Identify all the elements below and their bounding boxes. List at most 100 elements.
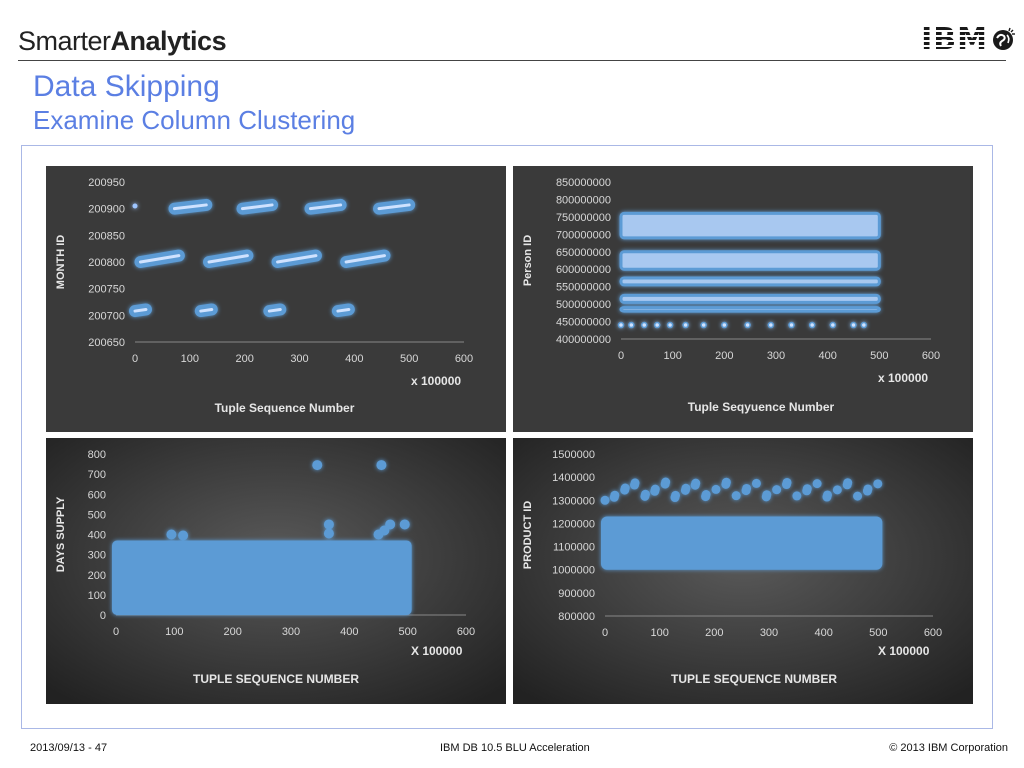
data-point	[323, 528, 334, 539]
data-point	[862, 486, 872, 496]
data-point	[802, 486, 812, 496]
x-unit-label: x 100000	[878, 371, 928, 385]
data-point	[761, 492, 771, 502]
y-tick-label: 600	[88, 489, 106, 501]
y-axis-label: DAYS SUPPLY	[55, 496, 67, 572]
data-point	[842, 480, 852, 490]
x-tick-label: 300	[767, 350, 785, 362]
x-axis-label: Tuple Seqyuence Number	[688, 400, 835, 414]
data-point	[666, 321, 674, 329]
data-band	[619, 306, 881, 313]
x-tick-label: 0	[113, 626, 119, 638]
data-point	[829, 321, 837, 329]
x-tick-label: 0	[602, 627, 608, 639]
y-tick-label: 700	[88, 469, 106, 481]
data-point	[690, 480, 700, 490]
data-cluster-core	[377, 203, 411, 211]
y-tick-label: 1500000	[552, 449, 595, 461]
y-tick-label: 400000000	[556, 334, 611, 346]
y-tick-label: 1100000	[553, 542, 595, 554]
y-tick-label: 750000000	[556, 212, 611, 224]
data-cluster-core	[267, 307, 282, 313]
data-point	[700, 321, 707, 329]
y-tick-label: 300	[88, 550, 106, 562]
y-tick-label: 550000000	[556, 282, 611, 294]
x-tick-label: 0	[132, 353, 138, 365]
x-tick-label: 600	[924, 627, 942, 639]
y-tick-label: 900000	[558, 588, 595, 600]
data-point	[860, 321, 868, 329]
y-tick-label: 200800	[88, 257, 125, 269]
data-point	[660, 479, 670, 489]
footer-copyright: © 2013 IBM Corporation	[889, 742, 1008, 754]
x-tick-label: 100	[663, 350, 681, 362]
x-tick-label: 300	[760, 627, 778, 639]
data-band	[619, 276, 881, 287]
data-point	[680, 485, 690, 495]
data-point	[832, 485, 842, 495]
data-point	[376, 460, 387, 471]
x-tick-label: 0	[618, 350, 624, 362]
chart-days-supply: 0 100 200 300 400 500 600 700 800 0 100 200 300 400 50…	[46, 438, 506, 704]
y-tick-label: 1200000	[552, 518, 595, 530]
x-tick-label: 100	[650, 627, 668, 639]
data-point	[609, 492, 619, 502]
footer-date: 2013/09/13 - 47	[30, 742, 108, 754]
data-cluster-core	[199, 307, 214, 313]
data-point	[873, 479, 883, 489]
data-point	[701, 492, 711, 502]
data-point	[641, 321, 648, 329]
brand-light: Smarter	[18, 26, 111, 56]
y-tick-label: 450000000	[556, 317, 611, 329]
data-points	[617, 211, 881, 329]
data-point	[812, 479, 822, 489]
y-tick-label: 500	[88, 509, 106, 521]
x-tick-label: 400	[818, 350, 836, 362]
x-axis-label: Tuple Sequence Number	[215, 401, 355, 415]
charts-frame	[21, 145, 993, 729]
x-tick-label: 600	[455, 353, 473, 365]
data-point	[323, 519, 334, 530]
y-tick-label: 700000000	[556, 229, 611, 241]
data-point	[640, 491, 650, 501]
data-point	[751, 478, 761, 488]
footer-title: IBM DB 10.5 BLU Acceleration	[440, 742, 590, 754]
y-tick-label: 200950	[88, 177, 125, 189]
x-tick-label: 600	[922, 350, 940, 362]
data-cluster-core	[240, 203, 274, 211]
data-point	[788, 321, 795, 329]
data-point	[741, 486, 751, 496]
data-point	[721, 321, 728, 329]
data-point	[670, 493, 680, 503]
x-tick-label: 400	[340, 626, 358, 638]
data-cluster-core	[207, 254, 249, 264]
data-point	[399, 519, 410, 530]
data-cluster-core	[276, 254, 318, 264]
data-point	[850, 321, 857, 329]
y-axis-label: Person ID	[522, 235, 534, 286]
chart-person-id: 4000000004500000005000000005500000006000…	[513, 166, 973, 432]
y-tick-label: 800000	[558, 611, 595, 623]
y-tick-label: 200	[88, 570, 106, 582]
data-point	[653, 321, 661, 329]
data-points	[129, 198, 416, 318]
data-band	[601, 516, 883, 570]
chart-product-id: 800000 900000 1000000 1100000 1200000 1300000…	[513, 438, 973, 704]
header-divider	[18, 60, 1006, 61]
x-tick-label: 500	[398, 626, 416, 638]
data-point	[744, 321, 751, 329]
data-band	[619, 211, 881, 240]
data-cluster-core	[172, 203, 208, 211]
data-point	[853, 491, 863, 501]
x-tick-label: 200	[715, 350, 733, 362]
slide-subtitle: Examine Column Clustering	[33, 105, 356, 135]
data-point	[630, 480, 640, 490]
y-axis-label: PRODUCT ID	[522, 501, 534, 570]
y-tick-label: 1400000	[552, 472, 595, 484]
data-point	[767, 321, 775, 329]
data-point	[792, 491, 802, 501]
data-point	[822, 492, 832, 502]
x-tick-label: 500	[400, 353, 418, 365]
data-point	[682, 321, 689, 329]
x-tick-label: 300	[290, 353, 308, 365]
